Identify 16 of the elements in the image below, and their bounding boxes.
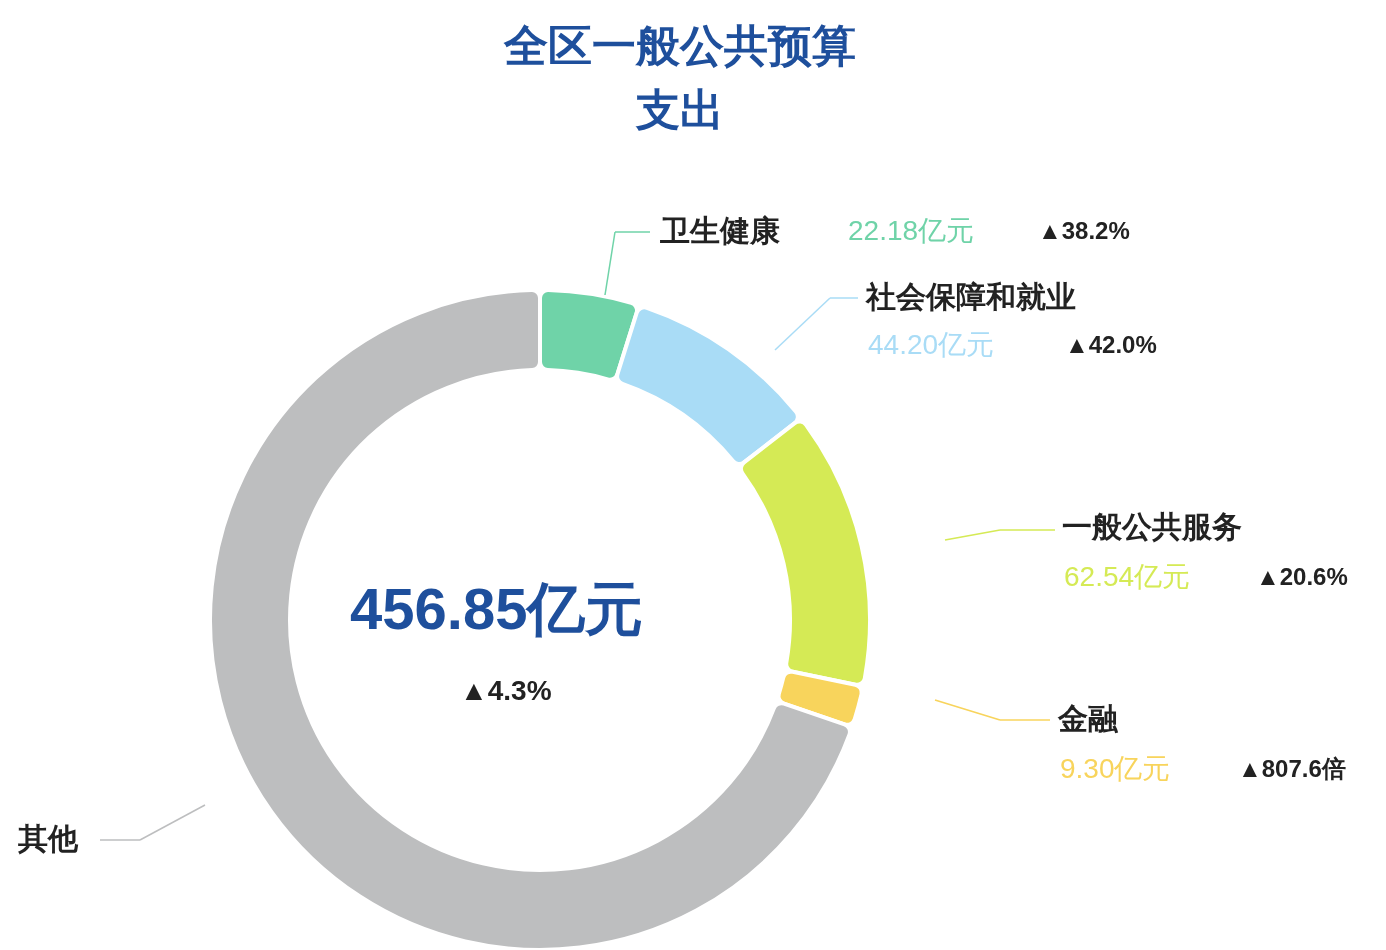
text: ▲38.2% <box>1038 217 1130 244</box>
legend-label: 金融 <box>1057 702 1119 735</box>
text: ▲20.6% <box>1256 563 1348 590</box>
chart-title: 全区一般公共预算支出 <box>503 21 856 134</box>
data-label: 22.18亿元 <box>848 215 975 246</box>
text: ▲4.3% <box>460 675 552 706</box>
legend-label: 社会保障和就业 <box>865 280 1076 313</box>
text: 456.85亿元 <box>350 576 644 641</box>
slice-label: 其他 <box>17 822 79 855</box>
legend-label: 一般公共服务 <box>1062 510 1242 543</box>
legend-label: 卫生健康 <box>659 214 780 247</box>
text: ▲807.6倍 <box>1238 755 1346 782</box>
data-label: 44.20亿元 <box>868 329 995 360</box>
text: ▲42.0% <box>1065 331 1157 358</box>
data-label: 62.54亿元 <box>1064 561 1191 592</box>
data-label: 9.30亿元 <box>1060 753 1171 784</box>
